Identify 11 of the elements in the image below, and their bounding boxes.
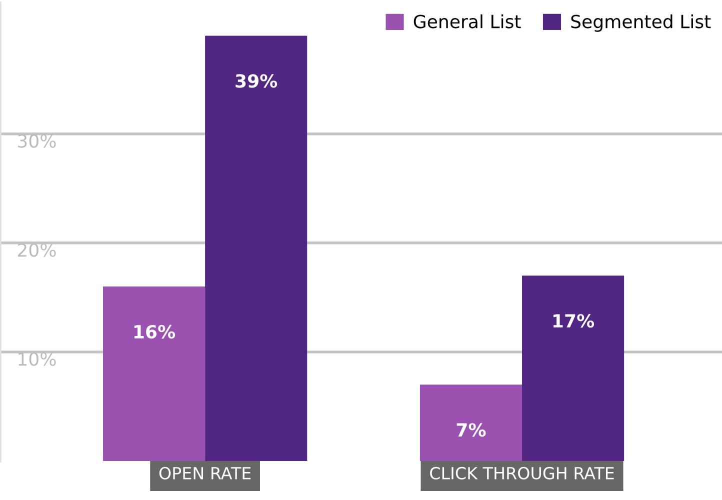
x-tick-label: CLICK THROUGH RATE — [430, 466, 614, 480]
legend-label: Segmented List — [571, 14, 711, 32]
legend-label: General List — [414, 14, 521, 28]
x-tick-label: OPEN RATE — [159, 466, 251, 480]
y-tick-label: 20% — [18, 243, 56, 257]
text: 17% — [553, 314, 594, 328]
y-tick-label: 30% — [18, 134, 56, 148]
y-tick-label: 10% — [18, 352, 56, 366]
text: 7% — [456, 423, 486, 437]
text: 16% — [134, 324, 176, 339]
text: 39% — [236, 74, 278, 88]
